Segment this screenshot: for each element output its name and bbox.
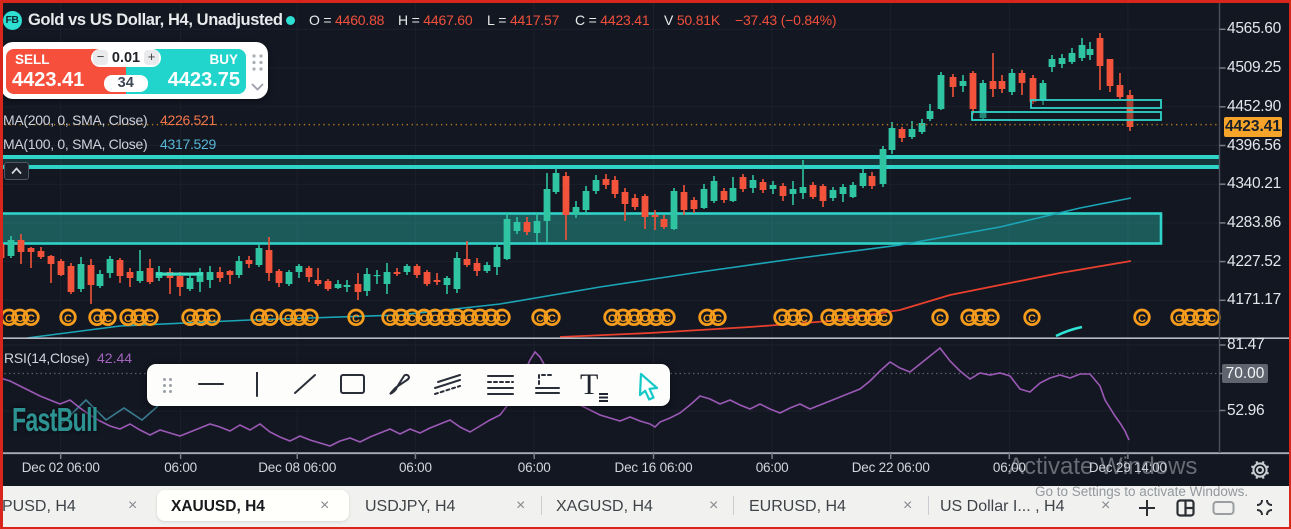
svg-text:C: C (1138, 313, 1146, 325)
svg-text:C: C (652, 313, 660, 325)
svg-text:C: C (663, 313, 671, 325)
svg-text:C: C (880, 313, 888, 325)
svg-text:C: C (146, 313, 154, 325)
svg-text:C: C (465, 313, 473, 325)
svg-text:C: C (104, 313, 112, 325)
svg-text:C: C (386, 313, 394, 325)
svg-text:C: C (619, 313, 627, 325)
svg-text:C: C (135, 313, 143, 325)
svg-text:C: C (965, 313, 973, 325)
svg-text:C: C (420, 313, 428, 325)
svg-text:C: C (498, 313, 506, 325)
svg-text:C: C (703, 313, 711, 325)
svg-text:C: C (453, 313, 461, 325)
svg-text:C: C (284, 313, 292, 325)
svg-text:C: C (1175, 313, 1183, 325)
svg-text:C: C (714, 313, 722, 325)
svg-text:C: C (825, 313, 833, 325)
svg-text:C: C (93, 313, 101, 325)
svg-text:C: C (800, 313, 808, 325)
svg-text:C: C (64, 313, 72, 325)
svg-text:C: C (266, 313, 274, 325)
svg-text:C: C (536, 313, 544, 325)
svg-text:C: C (936, 313, 944, 325)
svg-text:C: C (352, 313, 360, 325)
svg-text:C: C (548, 313, 556, 325)
svg-text:C: C (442, 313, 450, 325)
svg-text:C: C (847, 313, 855, 325)
svg-text:C: C (1186, 313, 1194, 325)
svg-text:C: C (408, 313, 416, 325)
svg-text:C: C (208, 313, 216, 325)
svg-text:C: C (630, 313, 638, 325)
svg-text:C: C (295, 313, 303, 325)
svg-text:C: C (778, 313, 786, 325)
svg-text:C: C (836, 313, 844, 325)
svg-text:C: C (1197, 313, 1205, 325)
svg-text:C: C (789, 313, 797, 325)
svg-text:C: C (197, 313, 205, 325)
svg-text:C: C (431, 313, 439, 325)
svg-text:C: C (858, 313, 866, 325)
svg-text:C: C (976, 313, 984, 325)
svg-text:C: C (641, 313, 649, 325)
svg-text:C: C (186, 313, 194, 325)
svg-text:C: C (476, 313, 484, 325)
svg-text:C: C (255, 313, 263, 325)
svg-text:C: C (16, 313, 24, 325)
svg-text:C: C (869, 313, 877, 325)
svg-text:C: C (987, 313, 995, 325)
svg-text:C: C (1208, 313, 1216, 325)
svg-text:C: C (397, 313, 405, 325)
svg-text:C: C (608, 313, 616, 325)
svg-text:C: C (306, 313, 314, 325)
svg-text:C: C (124, 313, 132, 325)
svg-text:C: C (1028, 313, 1036, 325)
svg-text:C: C (487, 313, 495, 325)
svg-text:C: C (5, 313, 13, 325)
svg-text:C: C (27, 313, 35, 325)
